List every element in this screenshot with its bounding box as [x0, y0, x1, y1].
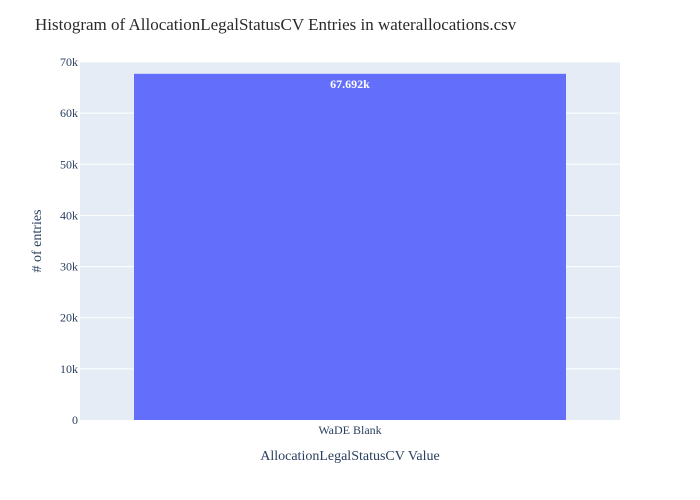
y-tick-label: 10k [60, 362, 78, 376]
y-tick-label: 20k [60, 311, 78, 325]
x-tick-label: WaDE Blank [318, 423, 381, 437]
y-tick-label: 40k [60, 208, 78, 222]
y-axis-ticks: 0 10k 20k 30k 40k 50k 60k 70k [60, 55, 78, 427]
chart-title: Histogram of AllocationLegalStatusCV Ent… [35, 15, 517, 34]
bars: 67.692k [134, 73, 566, 420]
y-tick-label: 70k [60, 55, 78, 69]
y-tick-label: 0 [72, 413, 78, 427]
bar [134, 73, 566, 420]
x-axis-ticks: WaDE Blank [318, 423, 381, 437]
y-tick-label: 60k [60, 106, 78, 120]
bar-data-label: 67.692k [330, 77, 370, 91]
y-tick-label: 50k [60, 157, 78, 171]
y-axis-title: # of entries [30, 210, 45, 273]
y-tick-label: 30k [60, 260, 78, 274]
x-axis-title: AllocationLegalStatusCV Value [260, 449, 440, 464]
